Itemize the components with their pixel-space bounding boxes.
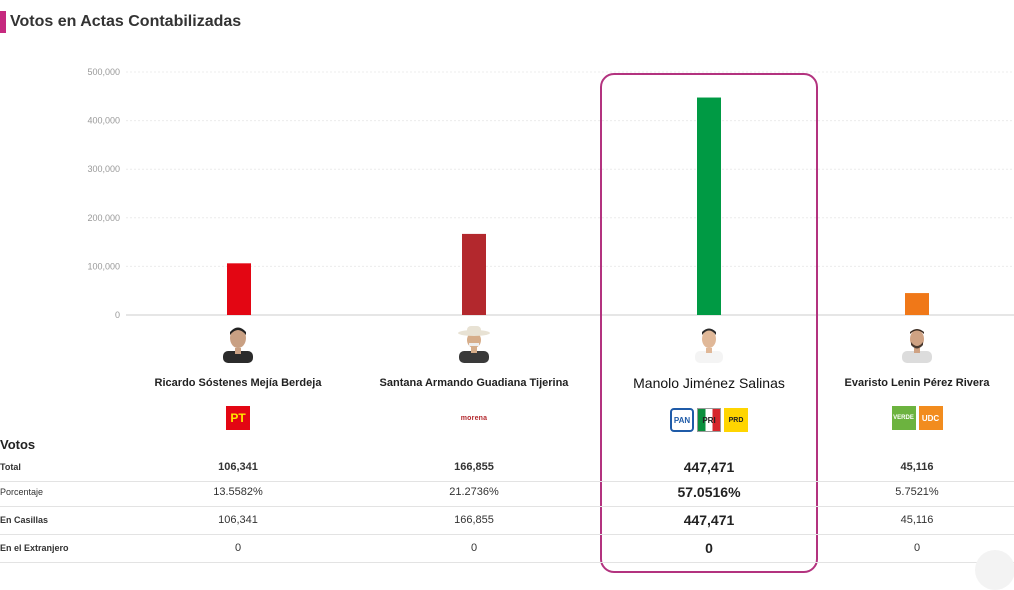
candidate-photo-icon	[221, 323, 255, 363]
pri-logo-icon: PRI	[697, 408, 721, 432]
candidate-photo-icon	[457, 323, 491, 363]
row-label: En el Extranjero	[0, 543, 69, 553]
prd-logo-icon: PRD	[724, 408, 748, 432]
table-cell: 166,855	[454, 461, 494, 473]
pt-logo-icon: PT	[226, 406, 250, 430]
candidate-name: Ricardo Sóstenes Mejía Berdeja	[154, 377, 322, 389]
table-cell: 45,116	[900, 514, 934, 526]
title-accent-bar	[0, 11, 6, 33]
table-row-percentage: Porcentaje 13.5582% 21.2736% 57.0516% 5.…	[0, 479, 1014, 507]
row-label: Porcentaje	[0, 487, 44, 497]
verde-logo-icon: VERDE	[891, 406, 916, 430]
udc-logo-icon: UDC	[918, 406, 943, 430]
candidate-column: Evaristo Lenin Pérez Rivera VERDE UDC	[807, 323, 1014, 431]
decorative-circle	[975, 550, 1014, 590]
table-cell: 0	[913, 542, 921, 554]
candidate-column: Ricardo Sóstenes Mejía Berdeja PT	[128, 323, 348, 431]
table-cell: 106,341	[218, 514, 258, 526]
votes-table-heading: Votos	[0, 437, 36, 452]
bar-3[interactable]	[697, 97, 721, 316]
table-row-total: Total 106,341 166,855 447,471 45,116	[0, 454, 1014, 482]
y-tick-label: 300,000	[87, 164, 120, 174]
candidate-photo-icon	[900, 323, 934, 363]
table-cell: 0	[234, 542, 242, 554]
party-logos: morena	[364, 405, 584, 431]
candidate-column: Santana Armando Guadiana Tijerina morena	[364, 323, 584, 431]
table-row-casillas: En Casillas 106,341 166,855 447,471 45,1…	[0, 507, 1014, 535]
page-title: Votos en Actas Contabilizadas	[10, 13, 242, 30]
bar-2[interactable]	[462, 233, 486, 315]
party-logos: PT	[128, 405, 348, 431]
candidate-photo-icon	[692, 323, 726, 363]
page-title-wrap: Votos en Actas Contabilizadas	[0, 11, 241, 33]
pan-logo-icon: PAN	[670, 408, 694, 432]
table-cell: 0	[470, 542, 478, 554]
morena-logo-icon: morena	[460, 414, 488, 422]
y-tick-label: 400,000	[87, 116, 120, 126]
table-cell-winner: 447,471	[683, 459, 735, 475]
table-cell-winner: 447,471	[683, 512, 735, 528]
party-logos: VERDE UDC	[807, 405, 1014, 431]
table-cell: 5.7521%	[895, 486, 939, 498]
row-label: En Casillas	[0, 515, 49, 525]
bar-4[interactable]	[905, 293, 929, 315]
y-tick-label: 200,000	[87, 213, 120, 223]
candidate-name: Manolo Jiménez Salinas	[633, 375, 785, 391]
y-tick-label: 100,000	[87, 261, 120, 271]
table-row-extranjero: En el Extranjero 0 0 0 0	[0, 535, 1014, 563]
table-cell: 106,341	[218, 461, 258, 473]
table-cell: 13.5582%	[213, 486, 263, 498]
table-cell: 166,855	[454, 514, 494, 526]
candidate-column: Manolo Jiménez Salinas PAN PRI PRD	[599, 323, 819, 433]
party-logos: PAN PRI PRD	[599, 407, 819, 433]
bar-1[interactable]	[227, 263, 251, 315]
table-cell-winner: 0	[705, 540, 713, 556]
table-cell-winner: 57.0516%	[677, 484, 741, 500]
table-cell: 21.2736%	[449, 486, 499, 498]
y-tick-label: 500,000	[87, 67, 120, 77]
y-tick-label: 0	[115, 310, 120, 320]
row-label: Total	[0, 462, 21, 472]
table-cell: 45,116	[900, 461, 934, 473]
candidate-name: Evaristo Lenin Pérez Rivera	[844, 377, 990, 389]
candidate-name: Santana Armando Guadiana Tijerina	[379, 377, 569, 389]
vote-chart: 0 100,000 200,000 300,000 400,000 500,000	[87, 67, 1014, 320]
